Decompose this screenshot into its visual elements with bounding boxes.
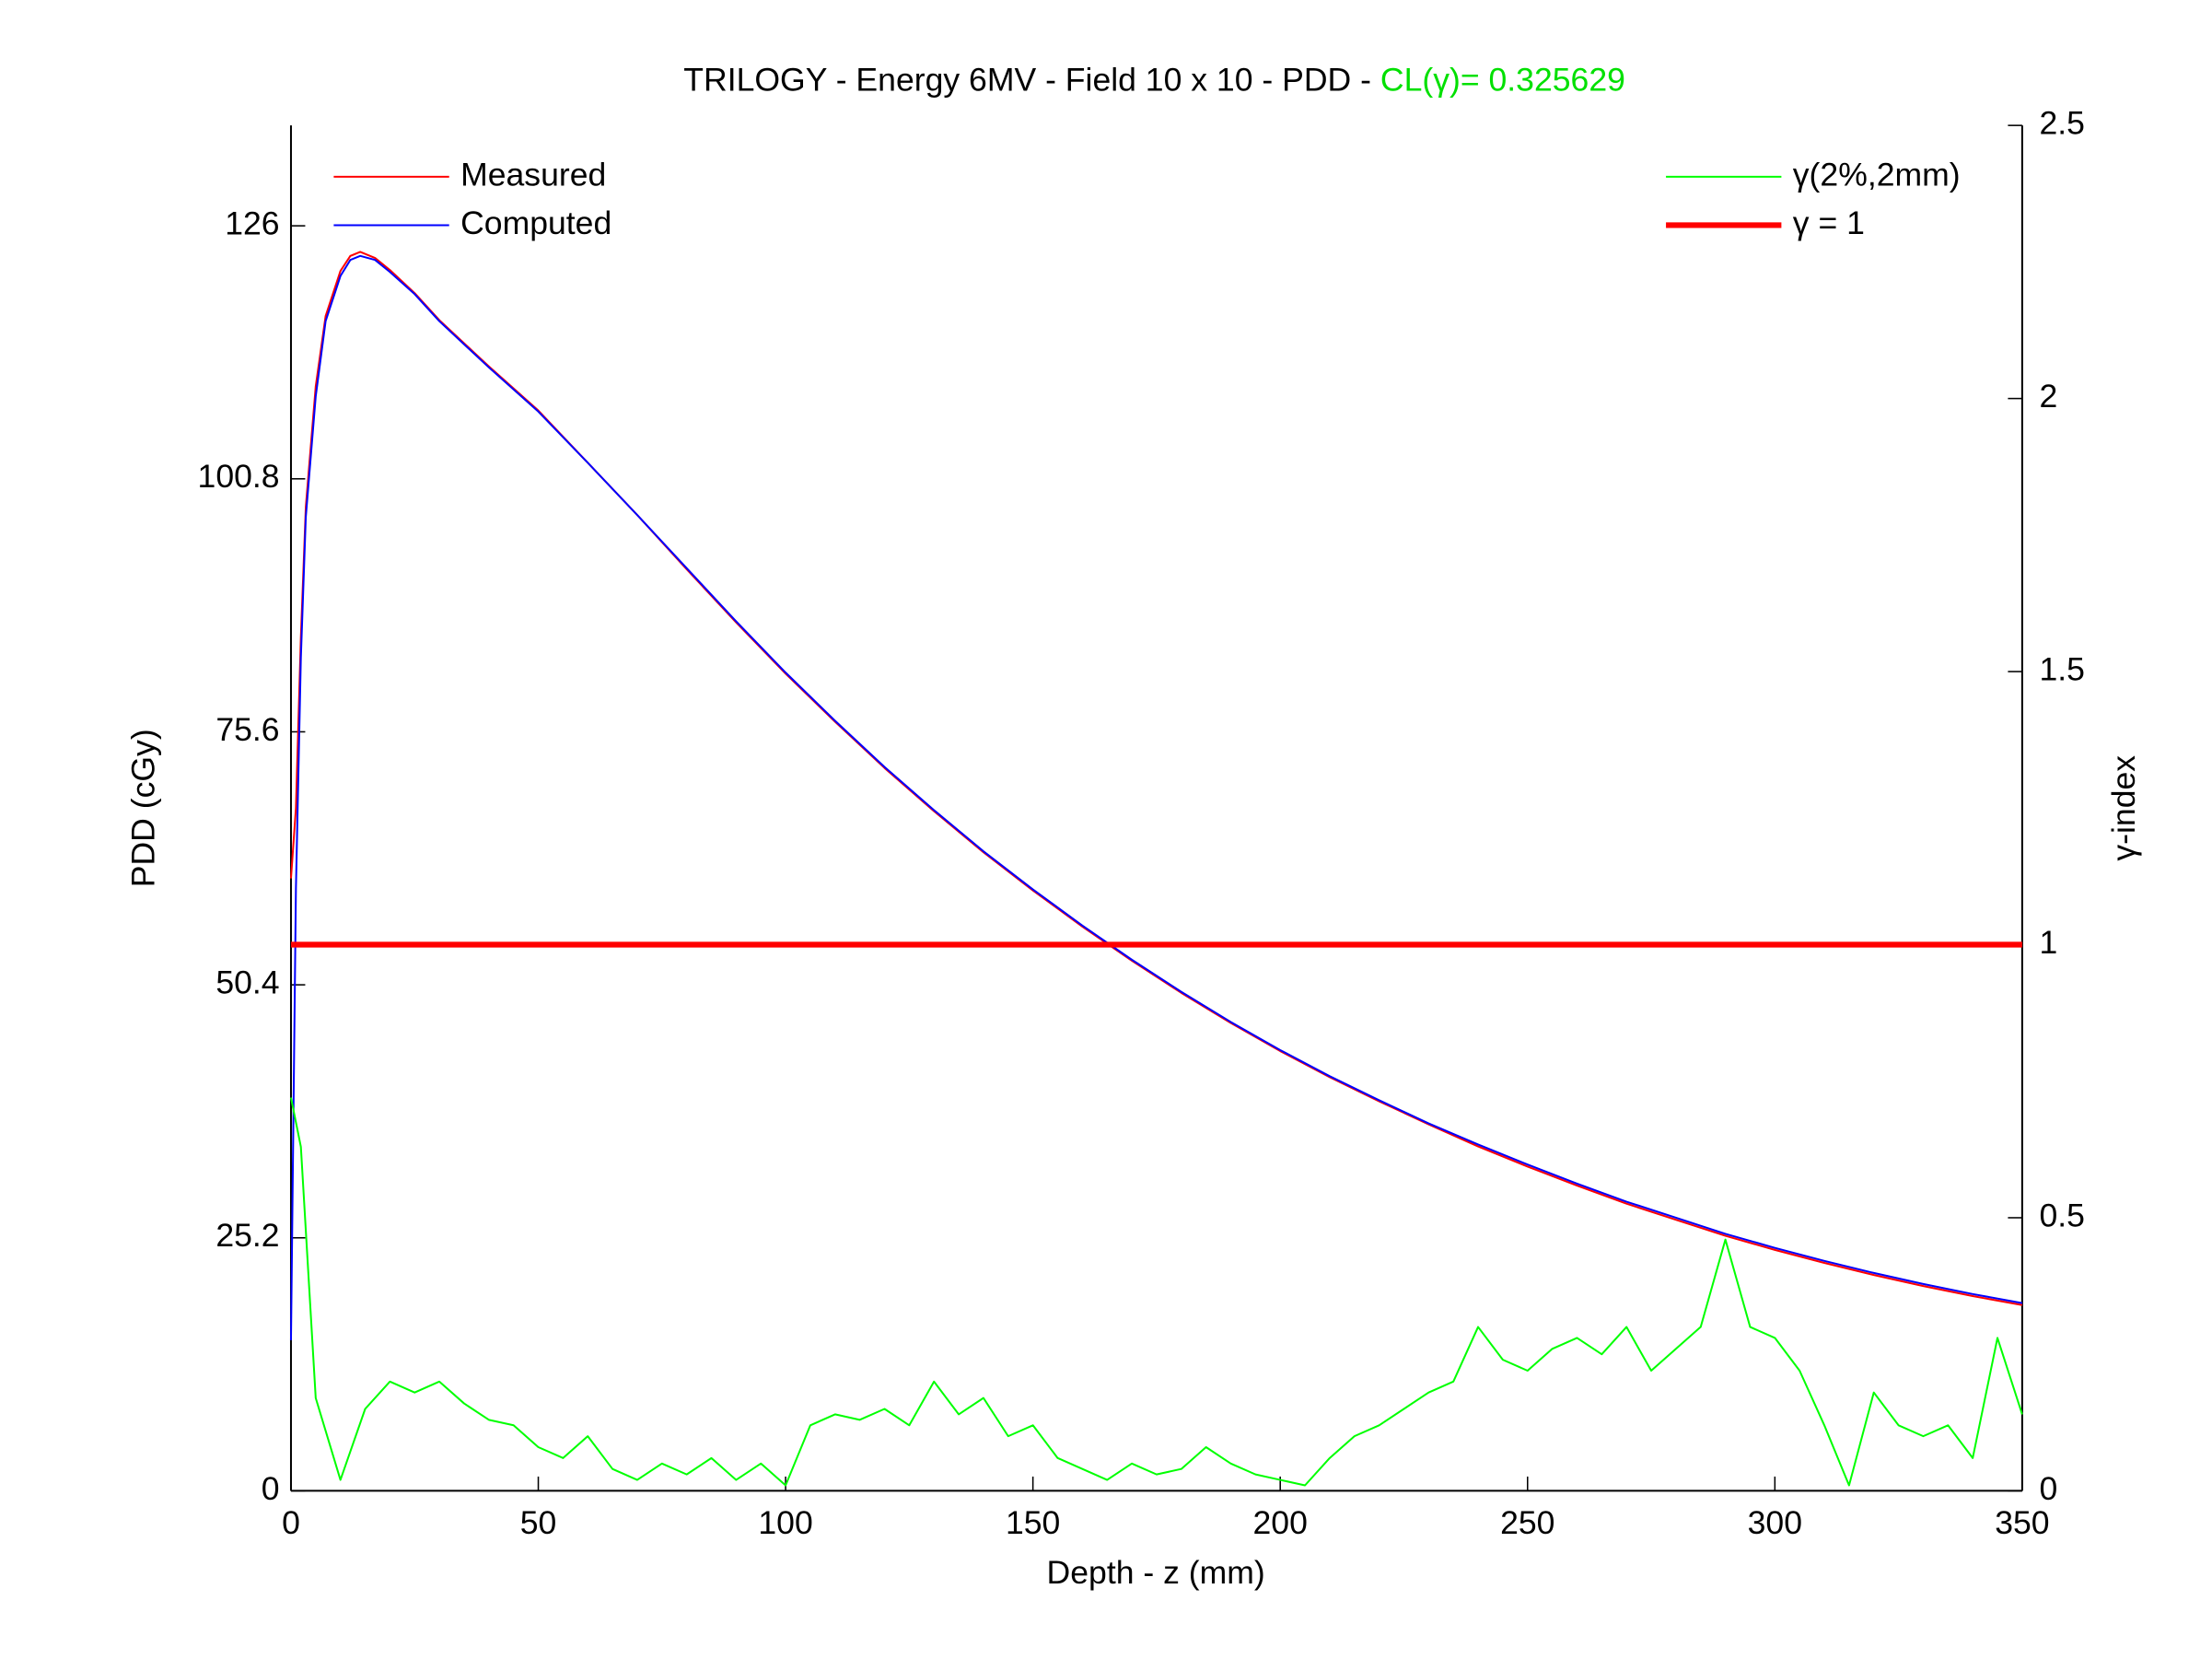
legend-label: Computed <box>460 204 611 241</box>
x-tick-label: 350 <box>1995 1504 2049 1541</box>
data-line <box>289 1097 2023 1487</box>
x-tick-label: 250 <box>1500 1504 1554 1541</box>
y-tick-label: 100.8 <box>198 458 280 495</box>
y2-tick-label: 1 <box>2039 924 2057 961</box>
legend-label: γ = 1 <box>1793 204 1865 241</box>
title-main: TRILOGY - Energy 6MV - Field 10 x 10 - P… <box>683 62 1371 99</box>
y2-tick-label: 0 <box>2039 1470 2057 1507</box>
data-line <box>289 251 2023 1306</box>
y2-tick-label: 0.5 <box>2039 1197 2084 1233</box>
y-tick-label: 75.6 <box>215 711 279 748</box>
x-tick-label: 50 <box>520 1504 557 1541</box>
x-tick-label: 0 <box>282 1504 300 1541</box>
y2-tick-label: 2.5 <box>2039 105 2084 142</box>
legend-label: Measured <box>460 156 606 193</box>
legend-label: γ(2%,2mm) <box>1793 156 1961 193</box>
y-tick-label: 25.2 <box>215 1217 279 1254</box>
x-tick-label: 100 <box>758 1504 812 1541</box>
x-tick-label: 300 <box>1748 1504 1802 1541</box>
x-axis-label: Depth - z (mm) <box>1047 1554 1265 1591</box>
x-tick-label: 150 <box>1006 1504 1060 1541</box>
y-tick-label: 0 <box>262 1470 280 1507</box>
title-suffix: CL(γ)= 0.325629 <box>1380 62 1625 99</box>
data-line <box>289 254 2023 1340</box>
y2-tick-label: 1.5 <box>2039 650 2084 687</box>
chart-title: TRILOGY - Energy 6MV - Field 10 x 10 - P… <box>683 62 1625 99</box>
y2-axis-label: γ-index <box>2105 755 2142 861</box>
y-tick-label: 126 <box>225 205 279 242</box>
x-tick-label: 200 <box>1253 1504 1308 1541</box>
y2-tick-label: 2 <box>2039 378 2057 415</box>
y-tick-label: 50.4 <box>215 964 279 1001</box>
y-axis-label: PDD (cGy) <box>125 729 162 887</box>
